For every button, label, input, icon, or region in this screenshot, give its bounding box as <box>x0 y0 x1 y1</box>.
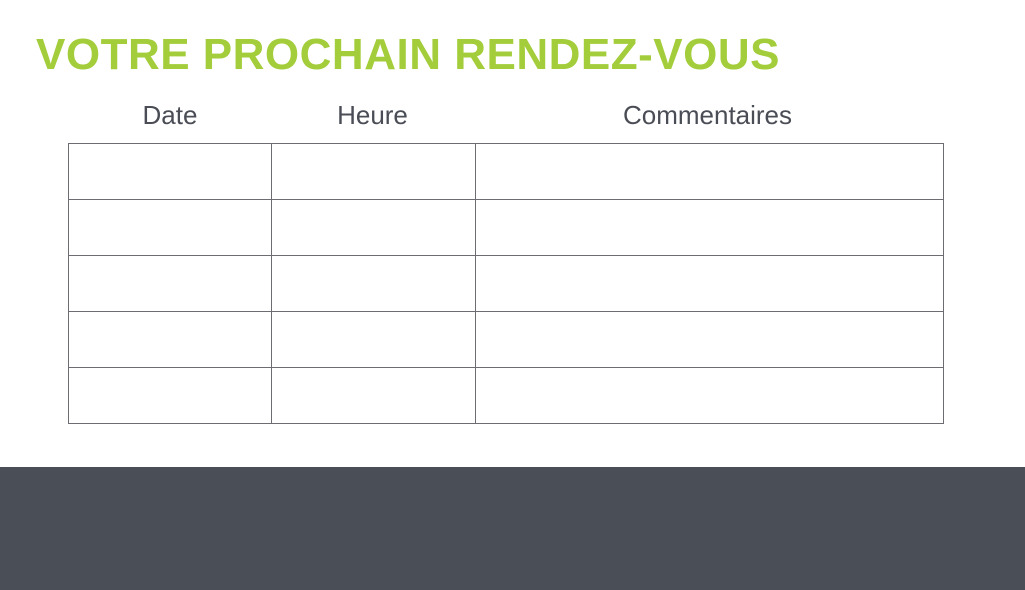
page-title: VOTRE PROCHAIN RENDEZ-VOUS <box>36 30 780 79</box>
footer-band <box>0 467 1025 590</box>
table-row <box>68 367 944 424</box>
table-cell-commentaires[interactable] <box>475 311 944 368</box>
column-header-heure: Heure <box>337 100 408 130</box>
column-header-commentaires: Commentaires <box>622 100 793 130</box>
table-cell-date[interactable] <box>68 367 272 424</box>
table-cell-heure[interactable] <box>271 199 476 256</box>
table-cell-commentaires[interactable] <box>475 199 944 256</box>
table-cell-date[interactable] <box>68 199 272 256</box>
table-row <box>68 311 944 368</box>
table-cell-commentaires[interactable] <box>475 255 944 312</box>
table-cell-date[interactable] <box>68 311 272 368</box>
table-cell-date[interactable] <box>68 143 272 200</box>
column-header-date: Date <box>142 100 198 130</box>
table-cell-commentaires[interactable] <box>475 143 944 200</box>
table-cell-commentaires[interactable] <box>475 367 944 424</box>
table-row <box>68 255 944 312</box>
appointment-table <box>68 143 944 424</box>
table-cell-date[interactable] <box>68 255 272 312</box>
table-row <box>68 199 944 256</box>
table-cell-heure[interactable] <box>271 143 476 200</box>
table-cell-heure[interactable] <box>271 311 476 368</box>
table-row <box>68 143 944 200</box>
table-cell-heure[interactable] <box>271 367 476 424</box>
table-cell-heure[interactable] <box>271 255 476 312</box>
